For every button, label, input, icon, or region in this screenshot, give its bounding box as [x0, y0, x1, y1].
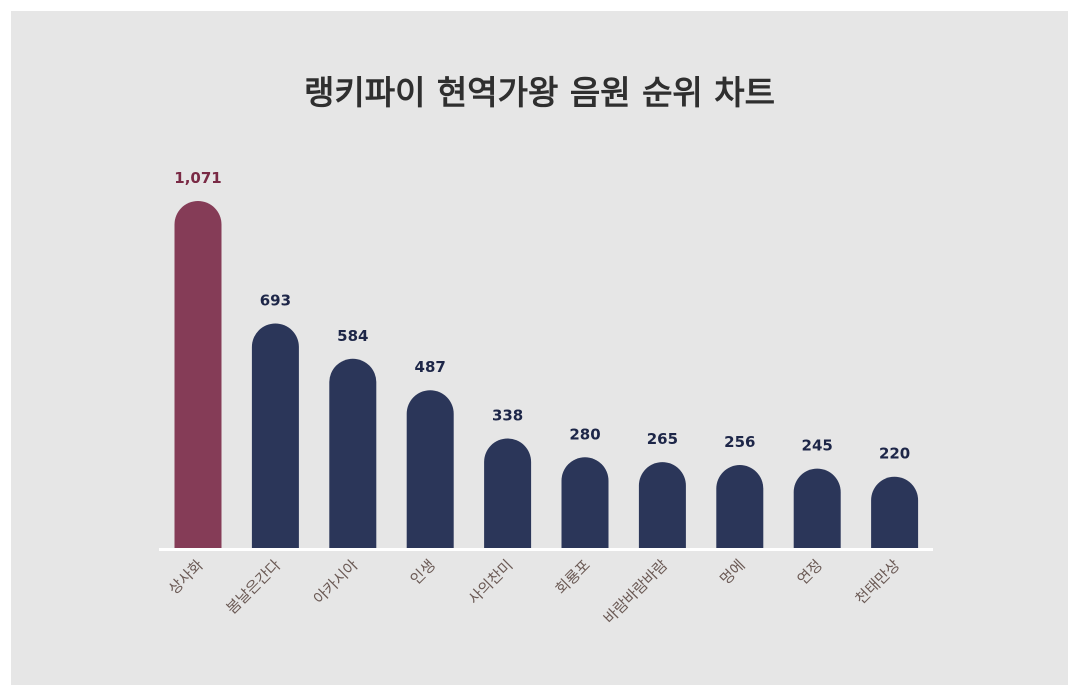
x-tick-label: 천태만상	[852, 556, 904, 608]
data-label: 584	[337, 327, 368, 345]
data-label: 1,071	[174, 169, 221, 187]
x-tick-label: 상사화	[165, 556, 207, 598]
data-label: 245	[802, 437, 833, 455]
bar-바람바람바람	[638, 462, 686, 548]
x-tick-label: 연정	[794, 556, 826, 588]
x-tick-label: 멍에	[716, 556, 748, 588]
data-label: 338	[492, 406, 523, 424]
bar-사의찬미	[484, 438, 532, 548]
data-label: 693	[260, 291, 291, 309]
data-label: 487	[415, 358, 446, 376]
data-label: 265	[647, 430, 678, 448]
data-label: 280	[569, 425, 600, 443]
x-tick-label: 인생	[407, 556, 439, 588]
bar-아카시아	[329, 358, 377, 548]
bar-봄날은간다	[251, 323, 299, 548]
x-tick-label: 봄날은간다	[223, 556, 285, 618]
chart-title: 랭키파이 현역가왕 음원 순위 차트	[304, 73, 775, 112]
bar-연정	[793, 468, 841, 548]
x-tick-label: 사의찬미	[465, 556, 517, 608]
data-label: 220	[879, 445, 910, 463]
data-label: 256	[724, 433, 755, 451]
x-tick-label: 바람바람바람	[600, 556, 671, 627]
bar-천태만상	[871, 476, 919, 548]
x-tick-label: 회룡포	[552, 556, 594, 598]
x-tick-label: 아카시아	[310, 556, 362, 608]
bar-상사화	[174, 201, 222, 548]
bar-멍에	[716, 465, 764, 548]
bar-인생	[406, 390, 454, 548]
bar-회룡포	[561, 457, 609, 548]
